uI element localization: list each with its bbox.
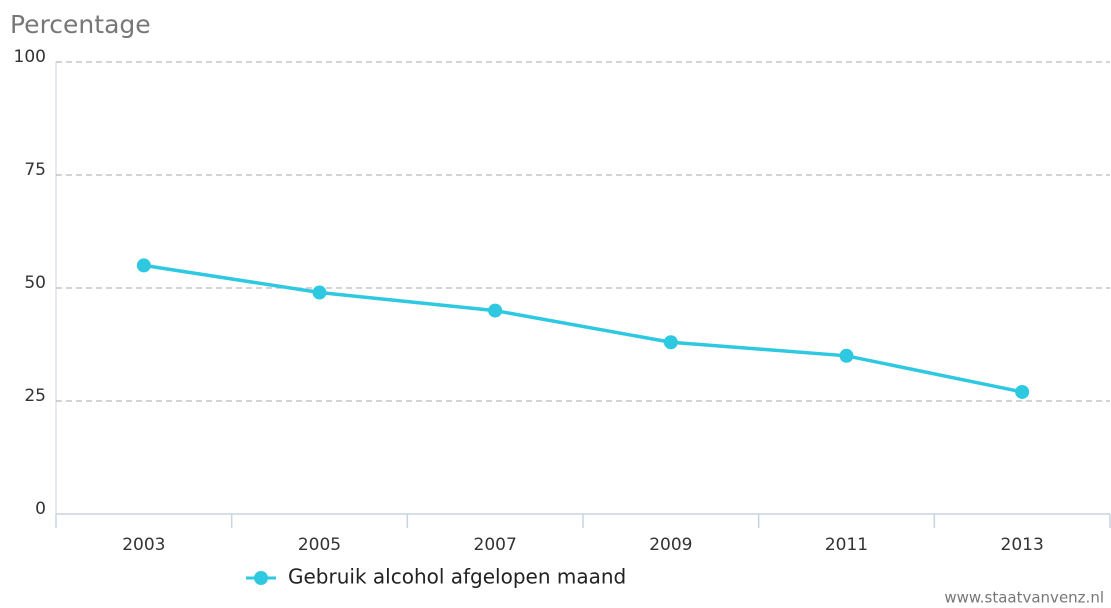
data-point: [136, 258, 151, 273]
data-point: [312, 285, 327, 300]
y-tick-label: 0: [35, 499, 46, 519]
y-tick-label: 50: [24, 273, 46, 293]
data-point: [663, 335, 678, 350]
x-tick-label: 2007: [474, 535, 517, 555]
x-tick-label: 2009: [649, 535, 692, 555]
x-tick-label: 2011: [825, 535, 868, 555]
y-tick-label: 25: [24, 386, 46, 406]
x-tick-label: 2003: [122, 535, 165, 555]
data-point: [1015, 384, 1030, 399]
y-tick-label: 100: [14, 47, 46, 67]
x-tick-label: 2005: [298, 535, 341, 555]
y-tick-label: 75: [24, 160, 46, 180]
x-tick-label: 2013: [1001, 535, 1044, 555]
source-credit: www.staatvanvenz.nl: [944, 589, 1104, 607]
data-line: [143, 263, 1023, 394]
legend-label: Gebruik alcohol afgelopen maand: [288, 565, 626, 589]
data-point: [839, 348, 854, 363]
data-point: [488, 303, 503, 318]
chart-title: Percentage: [10, 10, 151, 39]
legend-marker: [254, 571, 268, 585]
